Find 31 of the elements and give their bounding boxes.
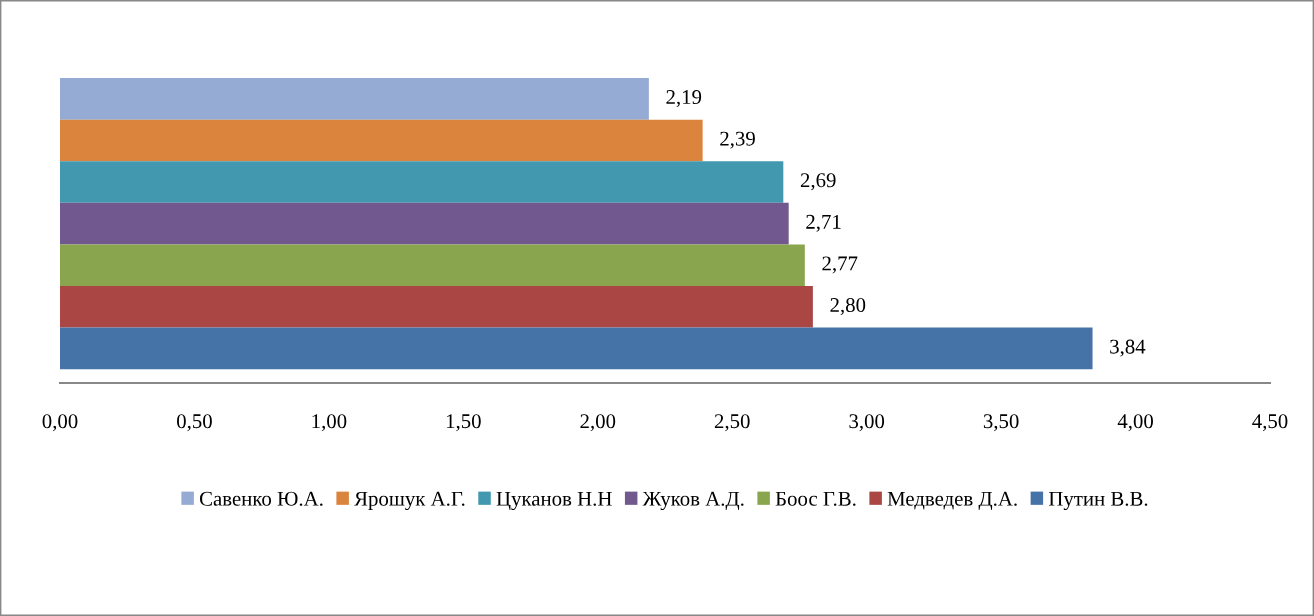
- x-tick-label: 3,50: [983, 414, 1019, 432]
- legend-label: Медведев Д.А.: [887, 491, 1017, 511]
- x-tick-label: 3,00: [849, 414, 885, 432]
- bar: [60, 161, 784, 203]
- x-tick-label: 0,00: [42, 414, 78, 432]
- x-tick-label: 1,00: [312, 414, 347, 432]
- x-tick-label: 0,50: [177, 414, 212, 432]
- x-tick-label: 2,50: [714, 414, 750, 432]
- x-tick-label: 4,50: [1252, 414, 1288, 432]
- bar: [60, 286, 813, 328]
- bar: [60, 119, 703, 162]
- data-label: 2,19: [666, 90, 702, 108]
- data-label: 2,39: [720, 131, 755, 149]
- data-label: 2,69: [800, 173, 836, 191]
- data-label: 2,80: [830, 297, 866, 316]
- data-label: 3,84: [1110, 339, 1146, 357]
- bar: [60, 327, 1093, 370]
- bar: [60, 202, 789, 245]
- legend-label: Путин В.В.: [1048, 491, 1148, 511]
- bar: [60, 78, 649, 120]
- bar: [60, 244, 805, 287]
- legend-label: Боос Г.В.: [775, 491, 856, 506]
- legend-label: Ярошук А.Г.: [354, 491, 465, 511]
- x-tick-label: 1,50: [446, 414, 481, 432]
- legend-label: Савенко Ю.А.: [199, 491, 323, 506]
- legend-label: Жуков А.Д.: [642, 491, 744, 511]
- x-tick-label: 2,00: [580, 414, 616, 432]
- data-label: 2,71: [806, 214, 841, 232]
- x-tick-label: 4,00: [1117, 414, 1153, 432]
- data-label: 2,77: [822, 256, 858, 274]
- legend-label: Цуканов Н.Н: [496, 491, 612, 511]
